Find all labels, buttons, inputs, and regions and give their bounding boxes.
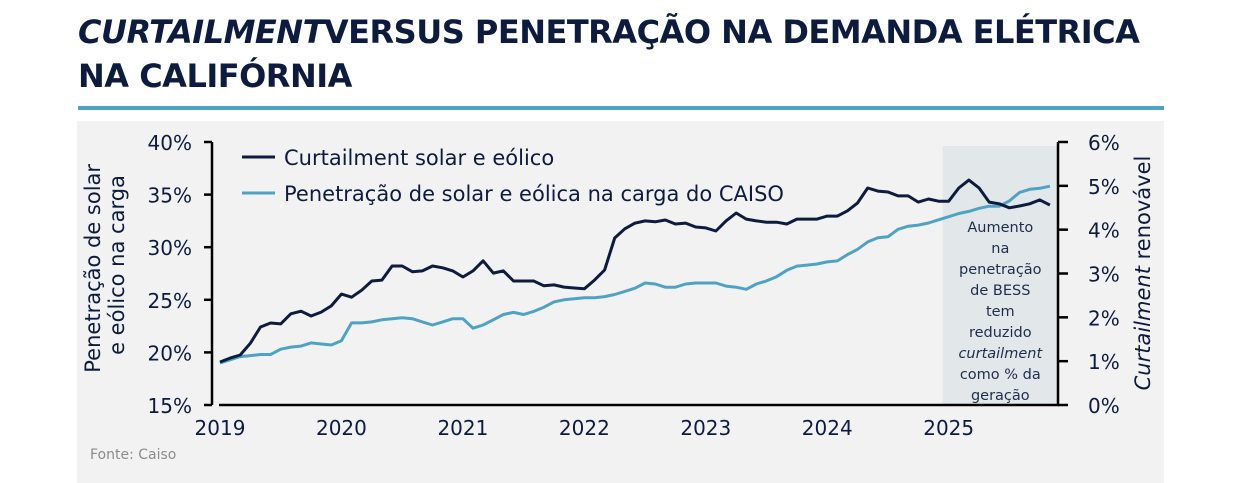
annotation-line: penetração	[959, 262, 1042, 278]
source-note: Fonte: Caiso	[90, 447, 177, 463]
left-axis-label-line2: e eólico na carga	[105, 175, 129, 355]
right-tick-label: 5%	[1088, 175, 1120, 199]
right-axis-label-italic: Curtailment	[1131, 265, 1155, 390]
legend-label-curtailment: Curtailment solar e eólico	[284, 146, 554, 170]
left-tick-label: 35%	[148, 184, 192, 208]
left-tick-label: 40%	[148, 131, 192, 155]
x-tick-label: 2024	[802, 416, 853, 440]
annotation-text: Aumento na penetração de BESS tem reduzido cur…	[958, 220, 1043, 404]
annotation-line: como % da	[960, 367, 1041, 383]
series-line-curtailment	[219, 178, 1051, 364]
x-tick-label: 2025	[923, 416, 974, 440]
x-tick-label: 2021	[437, 416, 488, 440]
x-tick-label: 2022	[559, 416, 610, 440]
chart-title: CURTAILMENTVERSUS PENETRAÇÃO NA DEMANDA …	[78, 10, 1178, 98]
title-rule	[78, 106, 1164, 110]
left-axis-label: Penetração de solar e eólico na carga	[81, 157, 129, 372]
right-tick-label: 3%	[1088, 263, 1120, 287]
left-axis-label-line1: Penetração de solar	[81, 164, 105, 373]
annotation-line: Aumento	[967, 220, 1033, 236]
chart-title-rest: VERSUS PENETRAÇÃO NA DEMANDA ELÉTRICA NA…	[78, 13, 1140, 95]
legend-label-penetration: Penetração de solar e eólica na carga do…	[284, 182, 784, 206]
left-tick-label: 20%	[148, 341, 192, 365]
x-tick-label: 2023	[680, 416, 731, 440]
annotation-line: curtailment	[958, 346, 1043, 362]
right-axis-label-rest: renovável	[1131, 156, 1155, 266]
x-tick-label: 2020	[316, 416, 367, 440]
right-axis-label: Curtailment renovável	[1131, 156, 1155, 391]
annotation-line: de BESS	[970, 283, 1030, 299]
x-tick-label: 2019	[195, 416, 246, 440]
right-tick-label: 4%	[1088, 219, 1120, 243]
left-tick-label: 25%	[148, 289, 192, 313]
right-tick-label: 1%	[1088, 350, 1120, 374]
right-tick-label: 0%	[1088, 394, 1120, 418]
right-tick-label: 6%	[1088, 131, 1120, 155]
chart-title-italic: CURTAILMENT	[78, 13, 324, 51]
series-line-penetration	[219, 184, 1051, 365]
annotation-line: geração	[971, 388, 1030, 404]
left-tick-label: 30%	[148, 236, 192, 260]
annotation-line: na	[991, 241, 1009, 257]
annotation-line: tem	[986, 304, 1015, 320]
right-tick-label: 2%	[1088, 306, 1120, 330]
left-tick-label: 15%	[148, 394, 192, 418]
annotation-line: reduzido	[969, 325, 1032, 341]
legend: Curtailment solar e eólico Penetração de…	[242, 146, 784, 206]
